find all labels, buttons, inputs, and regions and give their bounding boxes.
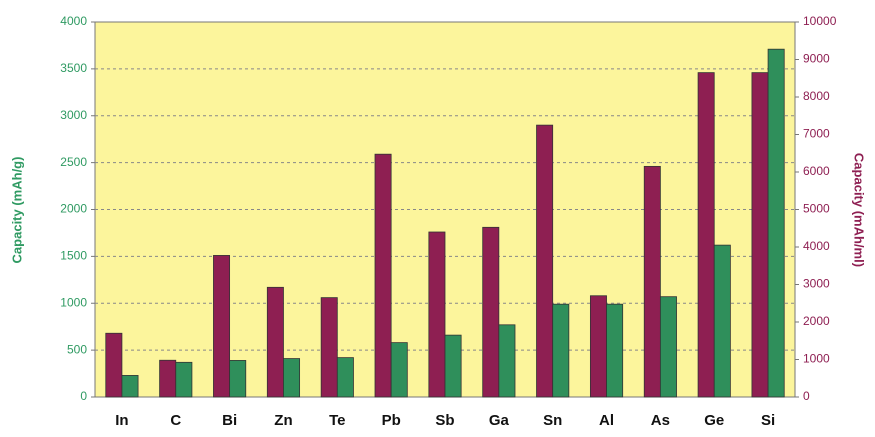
bar — [606, 303, 624, 398]
y-tick-label: 4000 — [60, 14, 87, 28]
bar — [283, 358, 301, 398]
x-tick-label: Al — [599, 412, 614, 429]
y2-tick-label: 6000 — [803, 164, 830, 178]
y-tick-label: 500 — [67, 342, 87, 356]
bar — [390, 342, 408, 398]
bar — [105, 332, 123, 398]
y-axis-label: Capacity (mAh/g) — [9, 157, 24, 264]
bar — [482, 226, 500, 398]
x-tick-label: Pb — [382, 412, 401, 429]
y2-axis-label: Capacity (mAh/ml) — [852, 153, 867, 267]
y2-tick-label: 9000 — [803, 52, 830, 66]
bar — [229, 360, 247, 398]
bar — [659, 296, 677, 398]
x-tick-label: C — [170, 412, 181, 429]
bar — [374, 153, 392, 398]
bar — [713, 244, 731, 398]
bar — [175, 361, 193, 398]
y-tick-label: 1000 — [60, 295, 87, 309]
y2-tick-label: 10000 — [803, 14, 837, 28]
x-tick-label: Si — [761, 412, 775, 429]
y-tick-label: 3500 — [60, 61, 87, 75]
x-tick-label: In — [115, 412, 128, 429]
x-tick-label: Sb — [435, 412, 454, 429]
bar — [428, 231, 446, 398]
x-tick-label: Sn — [543, 412, 562, 429]
x-tick-label: Bi — [222, 412, 237, 429]
x-tick-label: Zn — [274, 412, 292, 429]
x-tick-label: Ga — [489, 412, 510, 429]
bar — [121, 375, 139, 398]
y2-tick-label: 7000 — [803, 127, 830, 141]
x-tick-label: As — [651, 412, 670, 429]
bar — [498, 324, 516, 398]
y2-tick-label: 3000 — [803, 277, 830, 291]
bar — [767, 48, 785, 398]
y2-tick-label: 1000 — [803, 352, 830, 366]
bar — [266, 286, 284, 398]
bar — [336, 357, 354, 398]
bar — [589, 295, 607, 398]
y2-tick-label: 4000 — [803, 239, 830, 253]
y-tick-label: 3000 — [60, 108, 87, 122]
bar — [751, 72, 769, 398]
bar — [552, 303, 570, 398]
bar — [536, 124, 554, 398]
x-tick-label: Te — [329, 412, 345, 429]
bar — [643, 165, 661, 398]
y-tick-label: 1500 — [60, 249, 87, 263]
y-tick-label: 0 — [80, 389, 87, 403]
y2-tick-label: 0 — [803, 389, 810, 403]
y2-tick-label: 2000 — [803, 314, 830, 328]
y2-tick-label: 8000 — [803, 89, 830, 103]
bar — [697, 72, 715, 398]
x-tick-label: Ge — [704, 412, 724, 429]
bar — [444, 334, 462, 398]
bar — [213, 255, 231, 398]
y2-tick-label: 5000 — [803, 202, 830, 216]
bar — [320, 297, 338, 398]
y-tick-label: 2000 — [60, 202, 87, 216]
y-tick-label: 2500 — [60, 155, 87, 169]
bar — [159, 359, 177, 398]
